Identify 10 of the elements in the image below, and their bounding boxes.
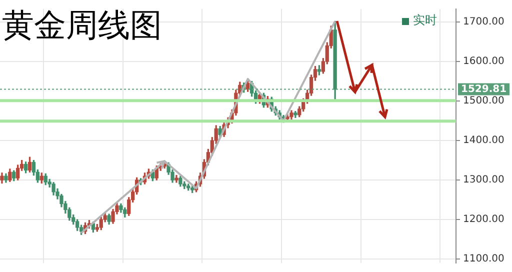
y-tick-label: 1700.00 bbox=[463, 16, 504, 28]
ref-line-label: 1529.81 bbox=[461, 84, 507, 95]
y-tick-label: 1200.00 bbox=[463, 214, 504, 226]
chart-title: 黄金周线图 bbox=[2, 5, 162, 46]
y-tick-label: 1100.00 bbox=[463, 254, 504, 265]
y-tick-label: 1400.00 bbox=[463, 135, 504, 146]
y-tick-label: 1300.00 bbox=[463, 174, 504, 186]
text: 实时 bbox=[413, 13, 437, 28]
y-tick-label: 1500.00 bbox=[463, 96, 504, 107]
y-tick-label: 1600.00 bbox=[463, 56, 504, 68]
